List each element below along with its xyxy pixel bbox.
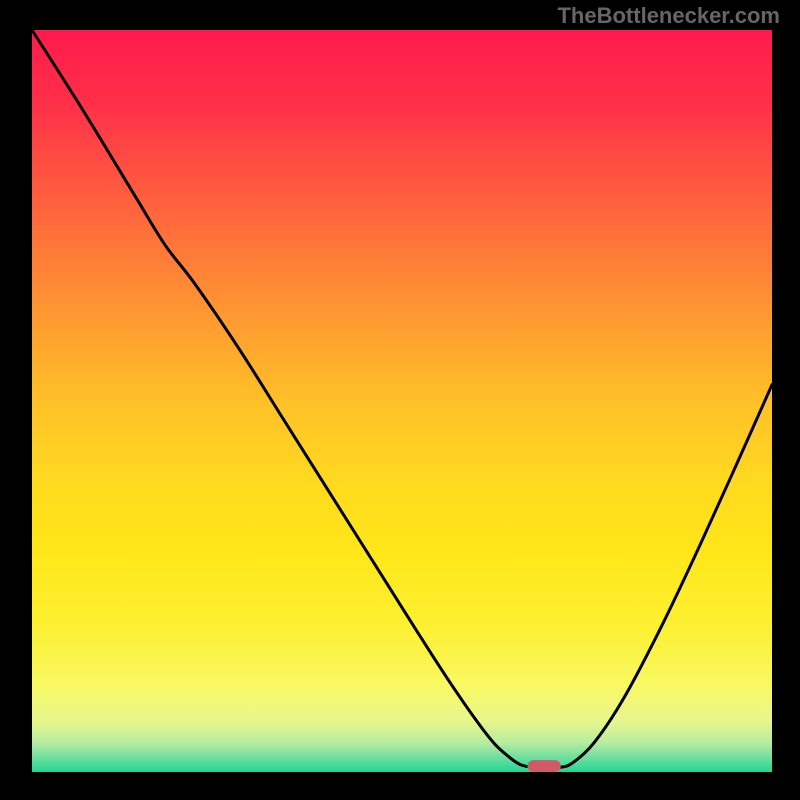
- curve-layer: [32, 30, 772, 772]
- optimal-marker: [527, 760, 560, 772]
- bottleneck-curve: [32, 30, 772, 768]
- watermark-text: TheBottlenecker.com: [557, 3, 780, 29]
- chart-plot-area: [32, 30, 772, 772]
